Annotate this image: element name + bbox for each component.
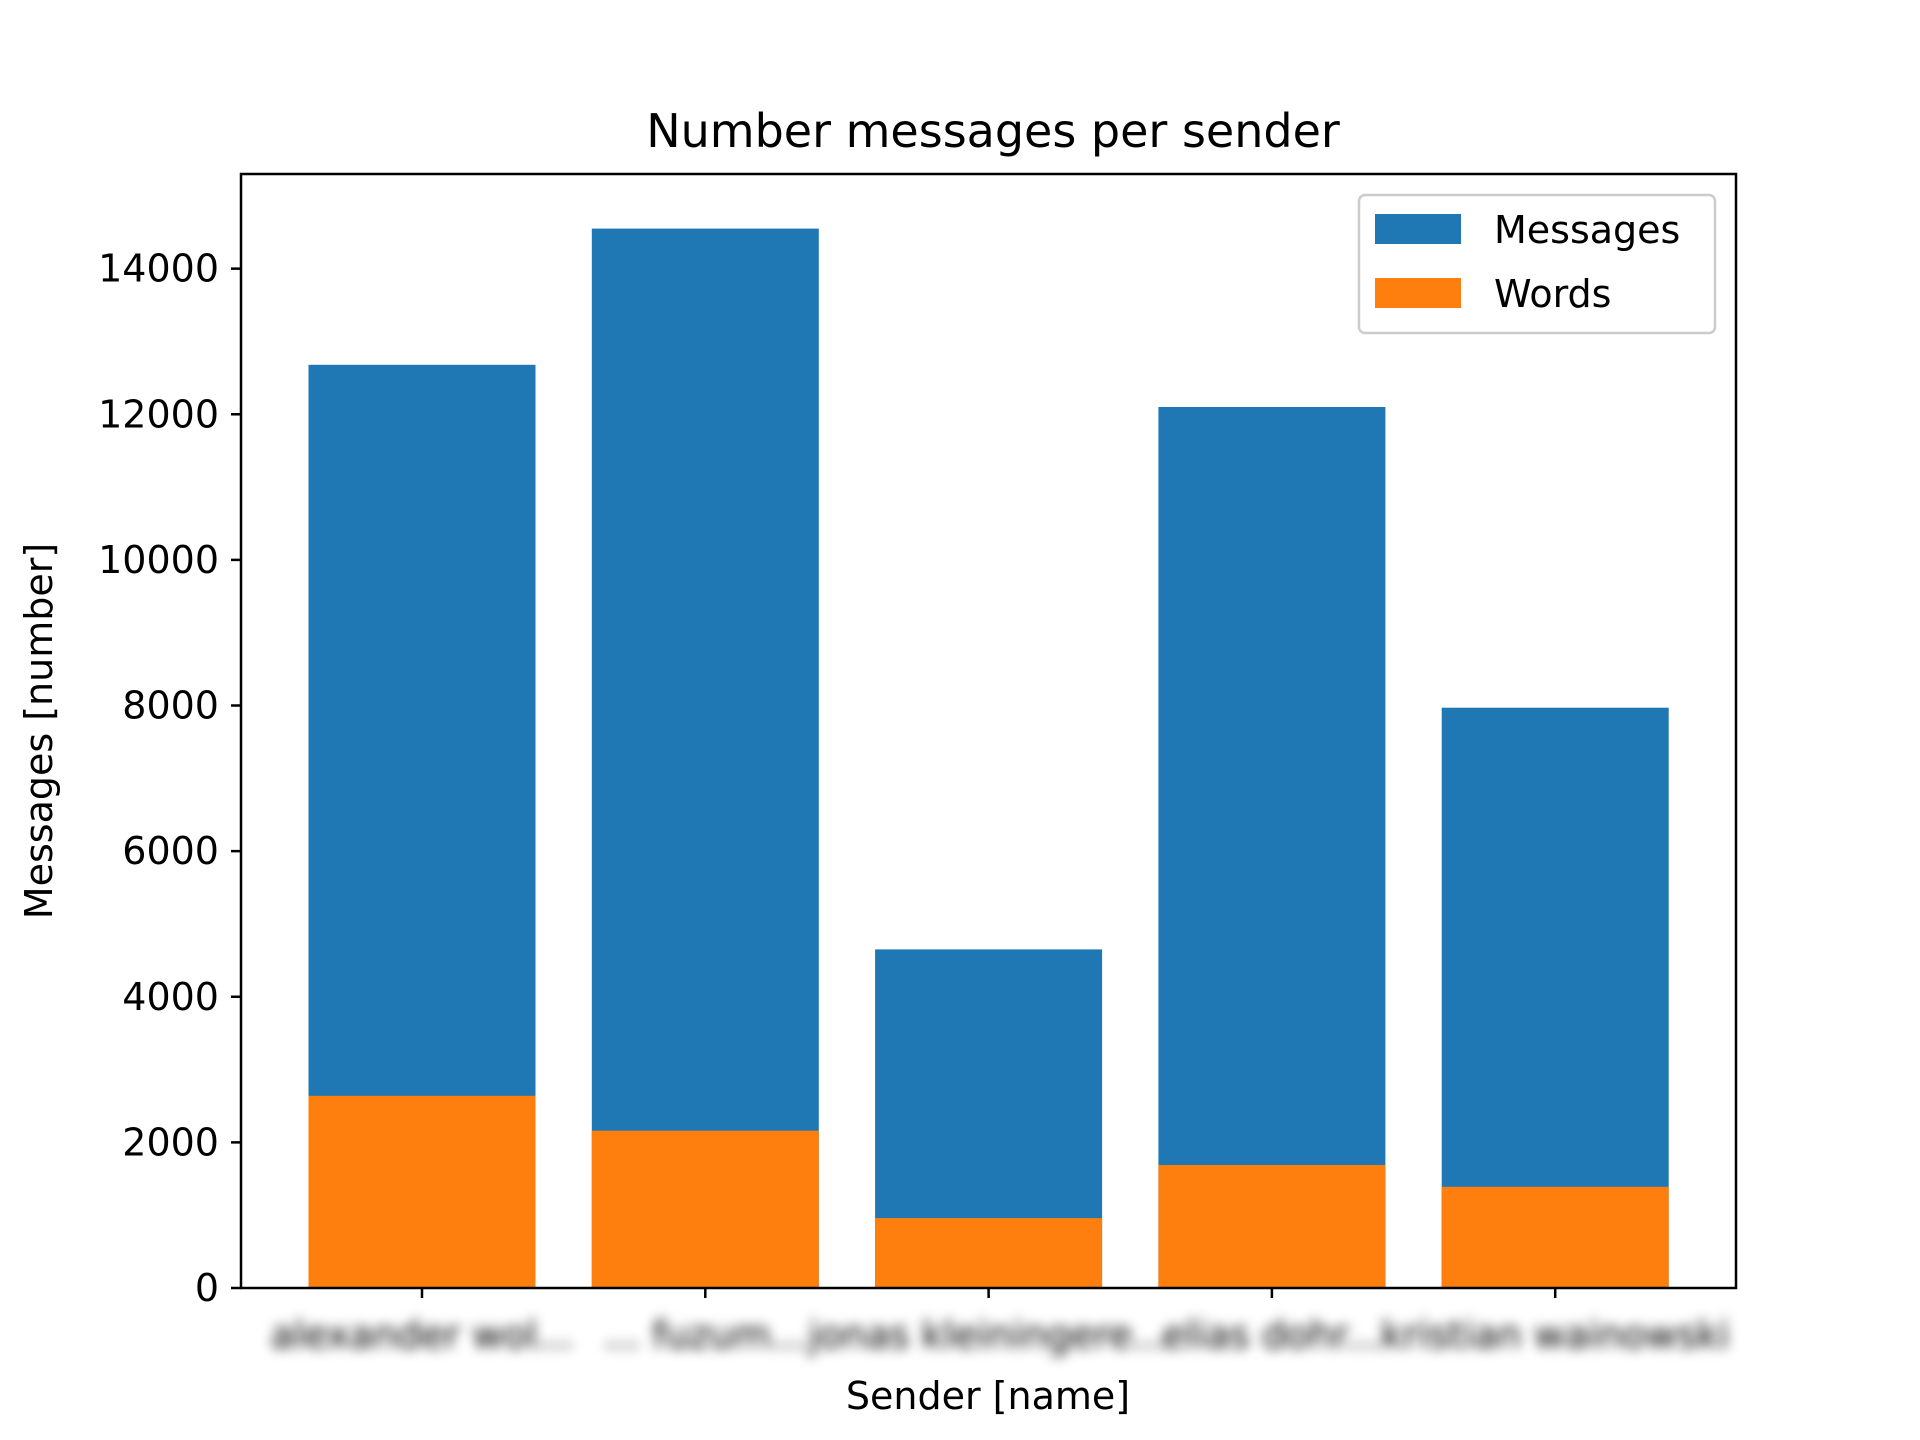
legend-label-words: Words <box>1494 272 1611 316</box>
legend: Messages Words <box>1357 193 1717 335</box>
chart-title: Number messages per sender <box>646 104 1340 158</box>
bar-words-2 <box>875 1218 1103 1288</box>
y-tick-label-3: 6000 <box>122 829 219 873</box>
bar-messages-1 <box>591 228 819 1289</box>
x-tick-label-4: kristian wainowski <box>1381 1313 1730 1357</box>
y-tick-label-6: 12000 <box>98 392 219 436</box>
bar-words-0 <box>308 1095 536 1288</box>
bars-group <box>308 228 1669 1289</box>
x-axis-ticks: alexander wol... ... fuzum... jonas kleini… <box>271 1288 1730 1357</box>
y-tick-label-2: 4000 <box>122 975 219 1019</box>
x-tick-label-0: alexander wol... <box>271 1313 574 1357</box>
legend-label-messages: Messages <box>1494 208 1680 252</box>
y-tick-label-1: 2000 <box>122 1120 219 1164</box>
legend-swatch-messages <box>1375 214 1461 244</box>
x-tick-label-2: jonas kleiningere... <box>808 1313 1169 1357</box>
x-axis-title: Sender [name] <box>846 1374 1130 1418</box>
y-tick-label-0: 0 <box>195 1266 219 1310</box>
bar-messages-3 <box>1158 407 1386 1288</box>
legend-swatch-words <box>1375 278 1461 308</box>
y-tick-label-5: 10000 <box>98 538 219 582</box>
bar-words-4 <box>1441 1186 1669 1288</box>
bar-words-1 <box>591 1130 819 1288</box>
x-tick-label-3: elias dohr... <box>1162 1313 1381 1357</box>
bar-words-3 <box>1158 1165 1386 1288</box>
y-axis-ticks: 0 2000 4000 6000 8000 10000 12000 14000 <box>98 247 241 1310</box>
y-tick-label-4: 8000 <box>122 684 219 728</box>
x-tick-label-1: ... fuzum... <box>604 1313 807 1357</box>
y-axis-title: Messages [number] <box>17 543 61 919</box>
y-tick-label-7: 14000 <box>98 247 219 291</box>
